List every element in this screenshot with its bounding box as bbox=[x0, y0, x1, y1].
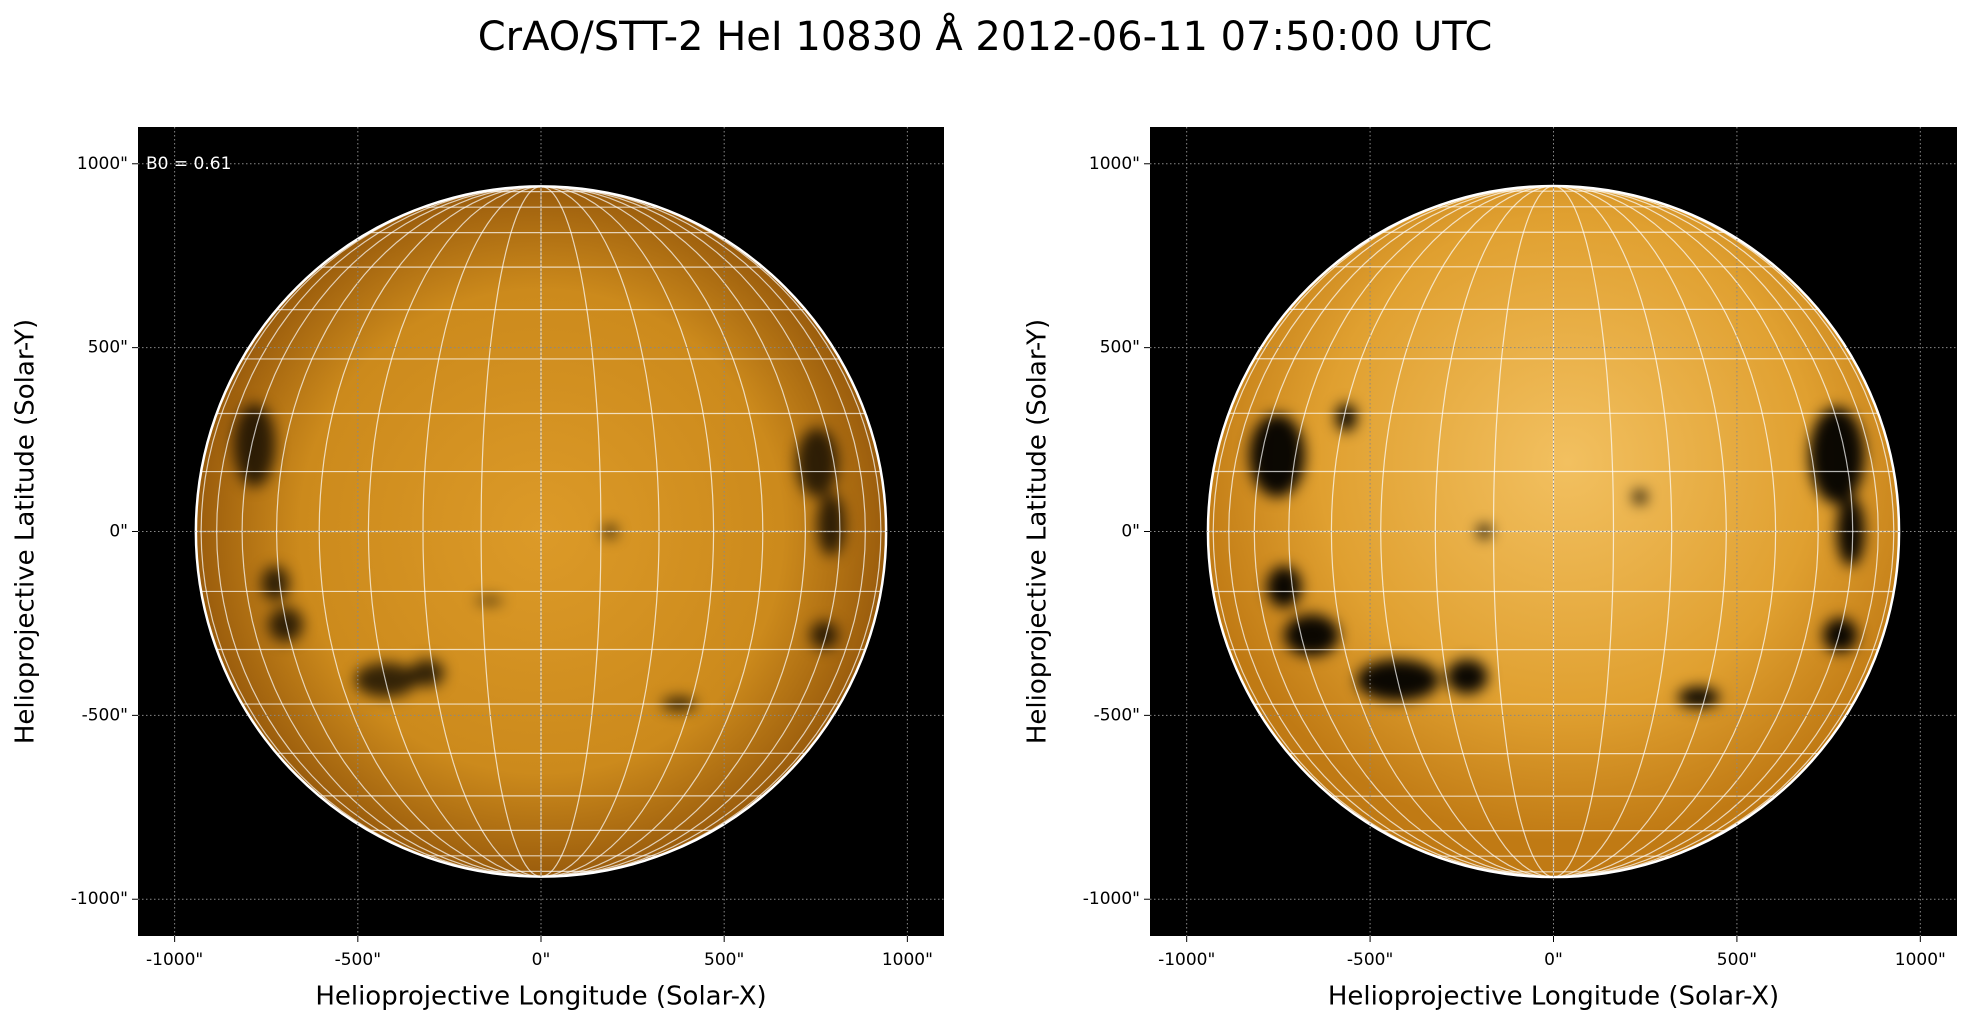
x-tick-label: -500" bbox=[335, 950, 381, 970]
x-axis-label: Helioprojective Longitude (Solar-X) bbox=[1328, 982, 1779, 1012]
x-tick-label: -1000" bbox=[146, 950, 203, 970]
dark-feature bbox=[1335, 403, 1357, 432]
y-tick-label: 0" bbox=[109, 522, 128, 542]
dark-feature bbox=[1283, 614, 1340, 656]
y-tick-label: -500" bbox=[1094, 705, 1140, 725]
x-tick-label: 0" bbox=[1544, 950, 1563, 970]
dark-feature bbox=[1632, 490, 1647, 504]
x-tick-label: 1000" bbox=[882, 950, 933, 970]
x-tick-label: 1000" bbox=[1895, 950, 1946, 970]
dark-feature bbox=[261, 566, 290, 601]
dark-feature bbox=[796, 427, 838, 497]
x-tick-label: -1000" bbox=[1158, 950, 1215, 970]
y-tick-label: 500" bbox=[1100, 338, 1140, 358]
disk-features bbox=[233, 403, 845, 711]
figure-title: CrAO/STT-2 HeI 10830 Å 2012-06-11 07:50:… bbox=[478, 12, 1493, 60]
dark-feature bbox=[810, 621, 838, 649]
y-tick-label: -1000" bbox=[71, 889, 128, 909]
y-tick-label: -500" bbox=[82, 705, 128, 725]
dark-feature bbox=[233, 403, 276, 487]
dark-feature bbox=[1677, 686, 1720, 708]
x-tick-label: -500" bbox=[1347, 950, 1393, 970]
y-tick-label: 1000" bbox=[1089, 154, 1140, 174]
dark-feature bbox=[268, 607, 303, 642]
dark-feature bbox=[1446, 659, 1488, 694]
annotation: B0 = 0.61 bbox=[146, 154, 231, 174]
y-tick-label: 1000" bbox=[77, 154, 128, 174]
dark-feature bbox=[1266, 566, 1302, 608]
y-axis-label: Helioprojective Latitude (Solar-Y) bbox=[1023, 319, 1053, 744]
y-axis-label: Helioprojective Latitude (Solar-Y) bbox=[11, 319, 41, 744]
dark-feature bbox=[817, 493, 845, 556]
x-tick-label: 500" bbox=[704, 950, 744, 970]
y-tick-label: 500" bbox=[88, 338, 128, 358]
dark-feature bbox=[475, 597, 504, 604]
dark-feature bbox=[409, 659, 445, 687]
dark-feature bbox=[1809, 407, 1865, 504]
x-axis-label: Helioprojective Longitude (Solar-X) bbox=[315, 982, 766, 1012]
dark-feature bbox=[1249, 414, 1305, 497]
disk-features bbox=[1249, 403, 1865, 708]
y-tick-label: 0" bbox=[1121, 522, 1140, 542]
x-tick-label: 500" bbox=[1717, 950, 1757, 970]
dark-feature bbox=[1823, 617, 1858, 653]
x-tick-label: 0" bbox=[532, 950, 551, 970]
y-tick-label: -1000" bbox=[1083, 889, 1140, 909]
